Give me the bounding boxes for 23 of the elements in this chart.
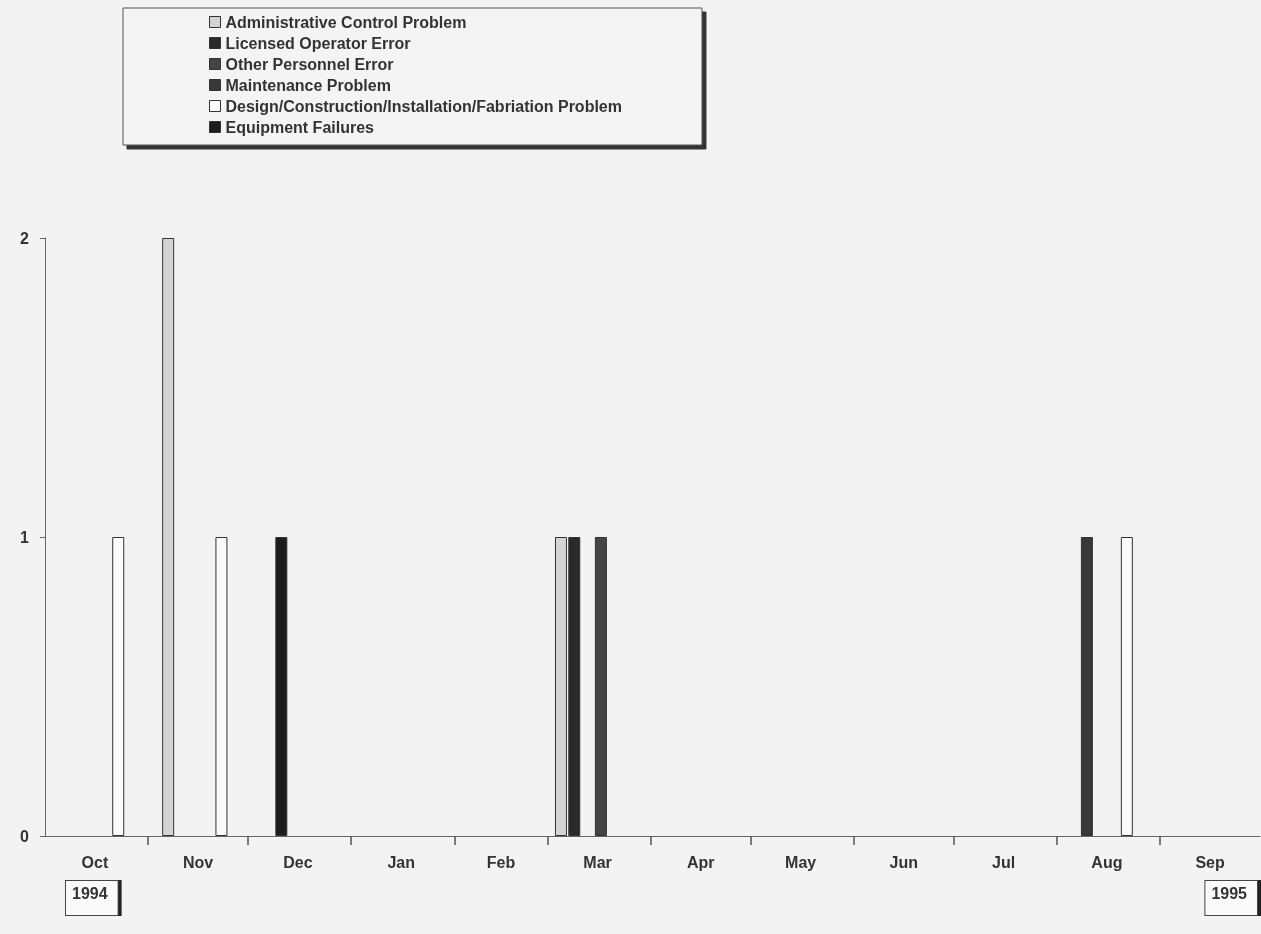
x-tick-label: Nov	[183, 853, 214, 871]
legend-label: Maintenance Problem	[225, 76, 391, 94]
text: 1994	[72, 884, 108, 902]
text: 1995	[1211, 884, 1248, 902]
legend-label: Administrative Control Problem	[225, 13, 467, 31]
x-tick-label: Oct	[81, 853, 109, 871]
y-tick-label: 0	[20, 827, 30, 845]
x-tick-label: Sep	[1195, 853, 1225, 871]
x-tick-label: Feb	[486, 853, 516, 871]
y-tick-label: 1	[20, 528, 30, 546]
x-tick-label: Jul	[992, 853, 1016, 871]
x-tick-label: Mar	[583, 853, 612, 871]
legend-label: Other Personnel Error	[225, 55, 394, 73]
x-tick-label: May	[785, 853, 817, 871]
x-tick-label: Jan	[387, 853, 415, 871]
legend-label: Design/Construction/Installation/Fabriation Problem	[225, 97, 622, 115]
x-tick-label: Dec	[283, 853, 313, 871]
x-tick-label: Jun	[889, 853, 919, 871]
legend-label: Licensed Operator Error	[225, 34, 411, 52]
y-tick-label: 2	[20, 229, 30, 247]
x-tick-label: Aug	[1091, 853, 1123, 871]
x-tick-label: Apr	[686, 853, 715, 871]
legend-label: Equipment Failures	[225, 118, 375, 136]
